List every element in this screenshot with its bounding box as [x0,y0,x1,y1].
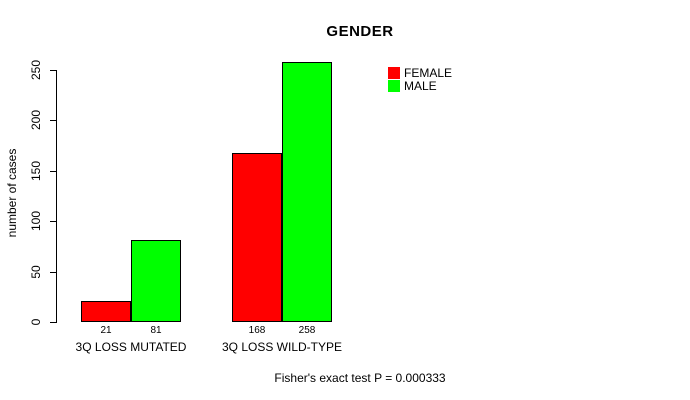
tick-mark [50,120,56,122]
tick-label: 200 [29,110,43,131]
tick-mark [50,170,56,172]
y-axis-line [56,70,57,323]
bar-male-1 [131,240,181,322]
legend: FEMALE MALE [388,65,453,93]
legend-label: FEMALE [404,65,453,80]
legend-item-female: FEMALE [388,65,453,80]
chart-title: GENDER [326,23,394,40]
tick-label: 50 [29,264,43,279]
tick-mark [50,221,56,223]
tick-label: 0 [29,318,43,326]
legend-item-male: MALE [388,78,452,93]
stats-annotation: Fisher's exact test P = 0.000333 [274,371,446,385]
tick-mark [50,70,56,71]
bar-value-label: 258 [298,325,316,336]
bar-female-2 [232,152,282,322]
category-label: 3Q LOSS MUTATED [75,340,187,354]
bar-female-1 [81,300,131,322]
tick-label: 100 [29,211,43,232]
tick-label: 250 [29,59,43,81]
legend-label: MALE [404,78,437,93]
bar-male-2 [282,61,332,322]
male-color-swatch [388,79,400,92]
tick-label: 150 [29,160,43,181]
bar-value-label: 168 [248,325,266,336]
tick-mark [50,271,56,273]
y-axis-label: number of cases [5,148,19,238]
bar-value-label: 81 [150,325,162,336]
category-label: 3Q LOSS WILD-TYPE [221,340,343,354]
female-color-swatch [388,66,400,79]
tick-mark [50,322,56,323]
bar-value-label: 21 [100,325,112,336]
